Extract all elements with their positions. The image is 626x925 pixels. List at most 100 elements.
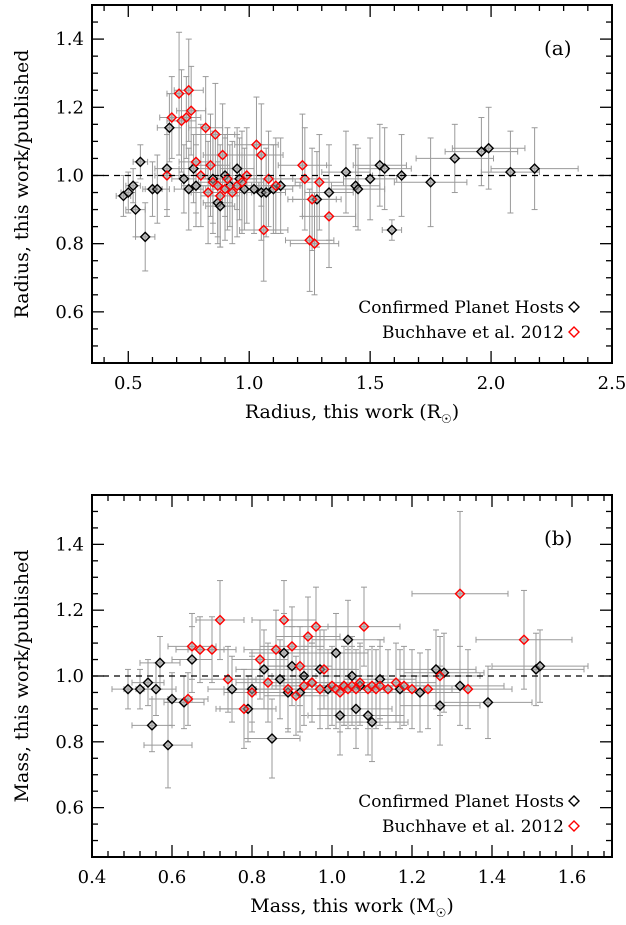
data-point-confirmed-host: [183, 183, 195, 195]
panel-label: (b): [544, 526, 572, 550]
data-point-confirmed-host: [475, 146, 487, 158]
data-point-confirmed-host: [414, 686, 426, 698]
data-point-confirmed-host: [274, 673, 286, 685]
legend-label-buchhave: Buchhave et al. 2012: [382, 323, 564, 343]
data-point-buchhave: [195, 169, 207, 181]
data-point-confirmed-host: [186, 654, 198, 666]
data-point-buchhave: [382, 683, 394, 695]
data-point-confirmed-host: [482, 696, 494, 708]
data-point-buchhave: [182, 693, 194, 705]
data-point-buchhave: [258, 224, 270, 236]
y-tick-label: 0.8: [55, 234, 84, 255]
y-tick-label: 0.6: [55, 302, 84, 323]
data-point-confirmed-host: [425, 176, 437, 188]
data-point-confirmed-host: [151, 183, 163, 195]
legend-label-buchhave: Buchhave et al. 2012: [382, 817, 564, 837]
y-tick-label: 1.2: [55, 97, 84, 118]
data-point-buchhave: [286, 640, 298, 652]
data-point-buchhave: [166, 112, 178, 124]
data-point-confirmed-host: [483, 142, 495, 154]
x-axis-label-suffix: ): [446, 895, 453, 917]
data-point-buchhave: [200, 122, 212, 134]
data-point-buchhave: [180, 112, 192, 124]
data-point-confirmed-host: [350, 703, 362, 715]
data-point-buchhave: [217, 149, 229, 161]
data-point-buchhave: [206, 644, 218, 656]
data-point-confirmed-host: [134, 683, 146, 695]
markers-layer: [122, 588, 546, 751]
x-axis-label: Mass, this work (M☉): [250, 895, 454, 920]
data-point-buchhave: [255, 149, 267, 161]
data-point-confirmed-host: [362, 710, 374, 721]
data-point-buchhave: [246, 686, 258, 698]
data-point-confirmed-host: [342, 634, 354, 646]
data-point-buchhave: [270, 644, 282, 656]
y-tick-label: 1.4: [55, 29, 84, 50]
x-tick-label: 0.8: [238, 867, 267, 888]
data-point-confirmed-host: [248, 183, 260, 195]
data-point-buchhave: [222, 673, 234, 685]
data-point-confirmed-host: [449, 152, 461, 164]
x-tick-label: 0.4: [78, 867, 107, 888]
data-point-confirmed-host: [130, 204, 142, 216]
sun-symbol-icon: ☉: [436, 906, 447, 920]
data-point-confirmed-host: [258, 663, 270, 675]
data-point-buchhave: [390, 677, 402, 689]
data-point-buchhave: [270, 180, 282, 192]
data-point-confirmed-host: [266, 733, 278, 745]
data-point-confirmed-host: [163, 122, 175, 134]
data-point-buchhave: [205, 159, 217, 171]
y-tick-label: 1.4: [55, 534, 84, 555]
data-point-confirmed-host: [226, 683, 238, 695]
data-point-buchhave: [298, 680, 310, 692]
data-point-confirmed-host: [127, 180, 139, 192]
data-point-buchhave: [434, 670, 446, 682]
x-tick-label: 1.4: [478, 867, 507, 888]
y-tick-label: 0.6: [55, 798, 84, 819]
data-point-buchhave: [221, 173, 233, 185]
data-point-confirmed-host: [330, 647, 342, 659]
panel-a-radius-comparison: 0.5 1.0 1.5 2.0 2.5 0.6 0.8 1.0 1.2 1.4 (a) Confi…: [11, 4, 626, 426]
data-point-buchhave: [250, 139, 262, 151]
y-tick-label: 0.8: [55, 732, 84, 753]
data-point-buchhave: [296, 159, 308, 171]
legend-marker-buchhave: [568, 326, 580, 338]
x-tick-label: 1.2: [398, 867, 427, 888]
data-point-buchhave: [190, 156, 202, 168]
x-axis-label: Radius, this work (R☉): [245, 401, 459, 426]
data-point-confirmed-host: [379, 163, 391, 175]
data-point-buchhave: [314, 683, 326, 695]
data-point-confirmed-host: [430, 663, 442, 675]
legend-marker-confirmed-planet-hosts: [568, 301, 580, 313]
data-point-buchhave: [254, 654, 266, 666]
data-point-confirmed-host: [286, 660, 298, 672]
data-point-buchhave: [310, 621, 322, 633]
data-point-buchhave: [302, 631, 314, 642]
data-point-buchhave: [454, 588, 466, 600]
plot-frame: [91, 4, 613, 364]
axes-layer: 0.5 1.0 1.5 2.0 2.5 0.6 0.8 1.0 1.2 1.4: [55, 4, 626, 394]
data-point-buchhave: [278, 614, 290, 626]
data-point-buchhave: [318, 663, 330, 675]
errorbars-layer: [115, 31, 579, 296]
data-point-buchhave: [236, 176, 248, 188]
errorbars-layer: [111, 510, 589, 789]
data-point-buchhave: [350, 683, 362, 695]
data-point-confirmed-host: [504, 166, 516, 178]
data-point-buchhave: [214, 190, 226, 202]
data-point-confirmed-host: [146, 719, 158, 731]
legend-marker-buchhave: [568, 820, 580, 832]
x-axis-label-text: Mass, this work (M: [250, 895, 435, 917]
data-point-buchhave: [462, 683, 474, 695]
data-point-confirmed-host: [352, 183, 364, 195]
sun-symbol-icon: ☉: [441, 412, 452, 426]
data-point-confirmed-host: [190, 180, 202, 192]
y-axis-label: Mass, this work/published: [11, 550, 33, 803]
data-point-buchhave: [173, 88, 185, 100]
data-point-buchhave: [161, 169, 173, 181]
data-point-buchhave: [374, 680, 386, 692]
data-point-buchhave: [202, 187, 214, 199]
legend: Confirmed Planet Hosts Buchhave et al. 2…: [358, 298, 580, 343]
x-tick-label: 0.5: [114, 373, 143, 394]
data-point-confirmed-host: [366, 716, 378, 728]
